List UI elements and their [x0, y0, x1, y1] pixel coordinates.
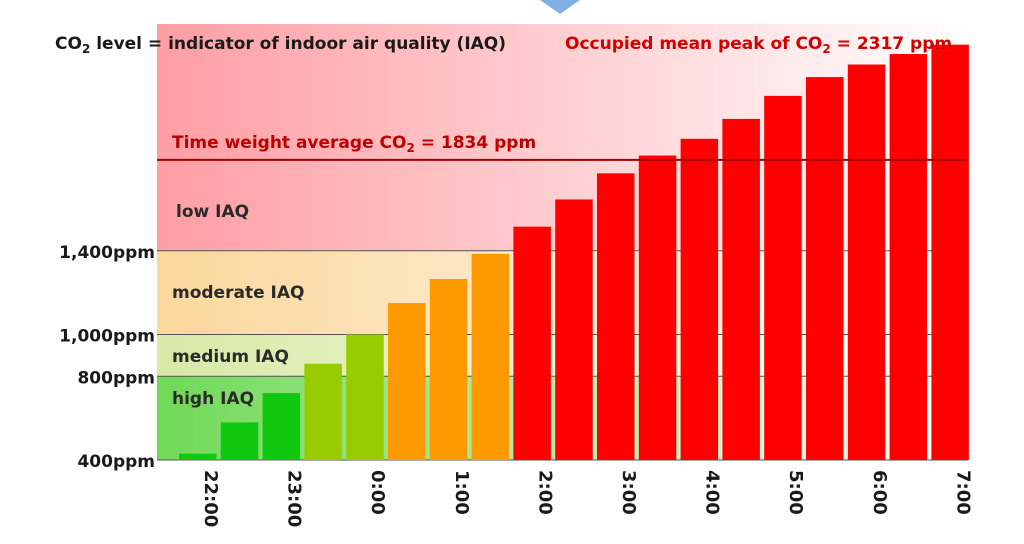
pointer-arrow-icon [540, 0, 580, 14]
y-tick-label: 1,400ppm [59, 243, 155, 263]
x-tick-label: 2:00 [534, 470, 555, 515]
twa-label: Time weight average CO2 = 1834 ppm [172, 133, 536, 155]
x-tick-label: 5:00 [785, 470, 806, 515]
bar [471, 253, 510, 460]
bar [429, 278, 468, 460]
bar [764, 95, 802, 460]
x-tick-label: 0:00 [367, 470, 388, 515]
zone-label: high IAQ [172, 389, 254, 409]
x-tick-label: 3:00 [618, 470, 639, 515]
x-tick-label: 23:00 [284, 470, 305, 527]
x-tick-label: 6:00 [869, 470, 890, 515]
y-tick-label: 400ppm [77, 452, 155, 472]
bars [179, 44, 969, 461]
bar [262, 393, 301, 460]
zone-labels: high IAQ medium IAQ moderate IAQ low IAQ [172, 202, 304, 409]
bar [806, 77, 844, 460]
bar [638, 155, 677, 460]
y-tick-label: 1,000ppm [59, 326, 155, 346]
bar [304, 363, 342, 460]
bar [889, 54, 928, 461]
zone-label: medium IAQ [172, 347, 289, 367]
x-tick-label: 7:00 [952, 470, 973, 515]
x-tick-label: 1:00 [451, 470, 472, 515]
bar [597, 173, 635, 460]
bar [220, 422, 259, 460]
y-axis: 400ppm 800ppm 1,000ppm 1,400ppm [59, 243, 155, 472]
x-tick-label: 4:00 [702, 470, 723, 515]
chart-title: CO2 level = indicator of indoor air qual… [55, 34, 506, 56]
bar [722, 118, 760, 461]
peak-annotation: Occupied mean peak of CO2 = 2317 ppm [565, 34, 952, 56]
bar [346, 334, 384, 460]
bar [847, 64, 886, 460]
bar [388, 303, 426, 460]
bar [513, 226, 551, 460]
bar [555, 199, 593, 460]
x-tick-label: 22:00 [200, 470, 221, 527]
bar [179, 453, 217, 460]
zone-label: low IAQ [176, 202, 249, 222]
y-tick-label: 800ppm [77, 368, 155, 388]
bar [680, 138, 719, 460]
zone-label: moderate IAQ [172, 283, 304, 303]
x-axis: 22:00 23:00 0:00 1:00 2:00 3:00 4:00 5:00 6:00 7:… [200, 470, 973, 527]
bar [931, 44, 969, 461]
